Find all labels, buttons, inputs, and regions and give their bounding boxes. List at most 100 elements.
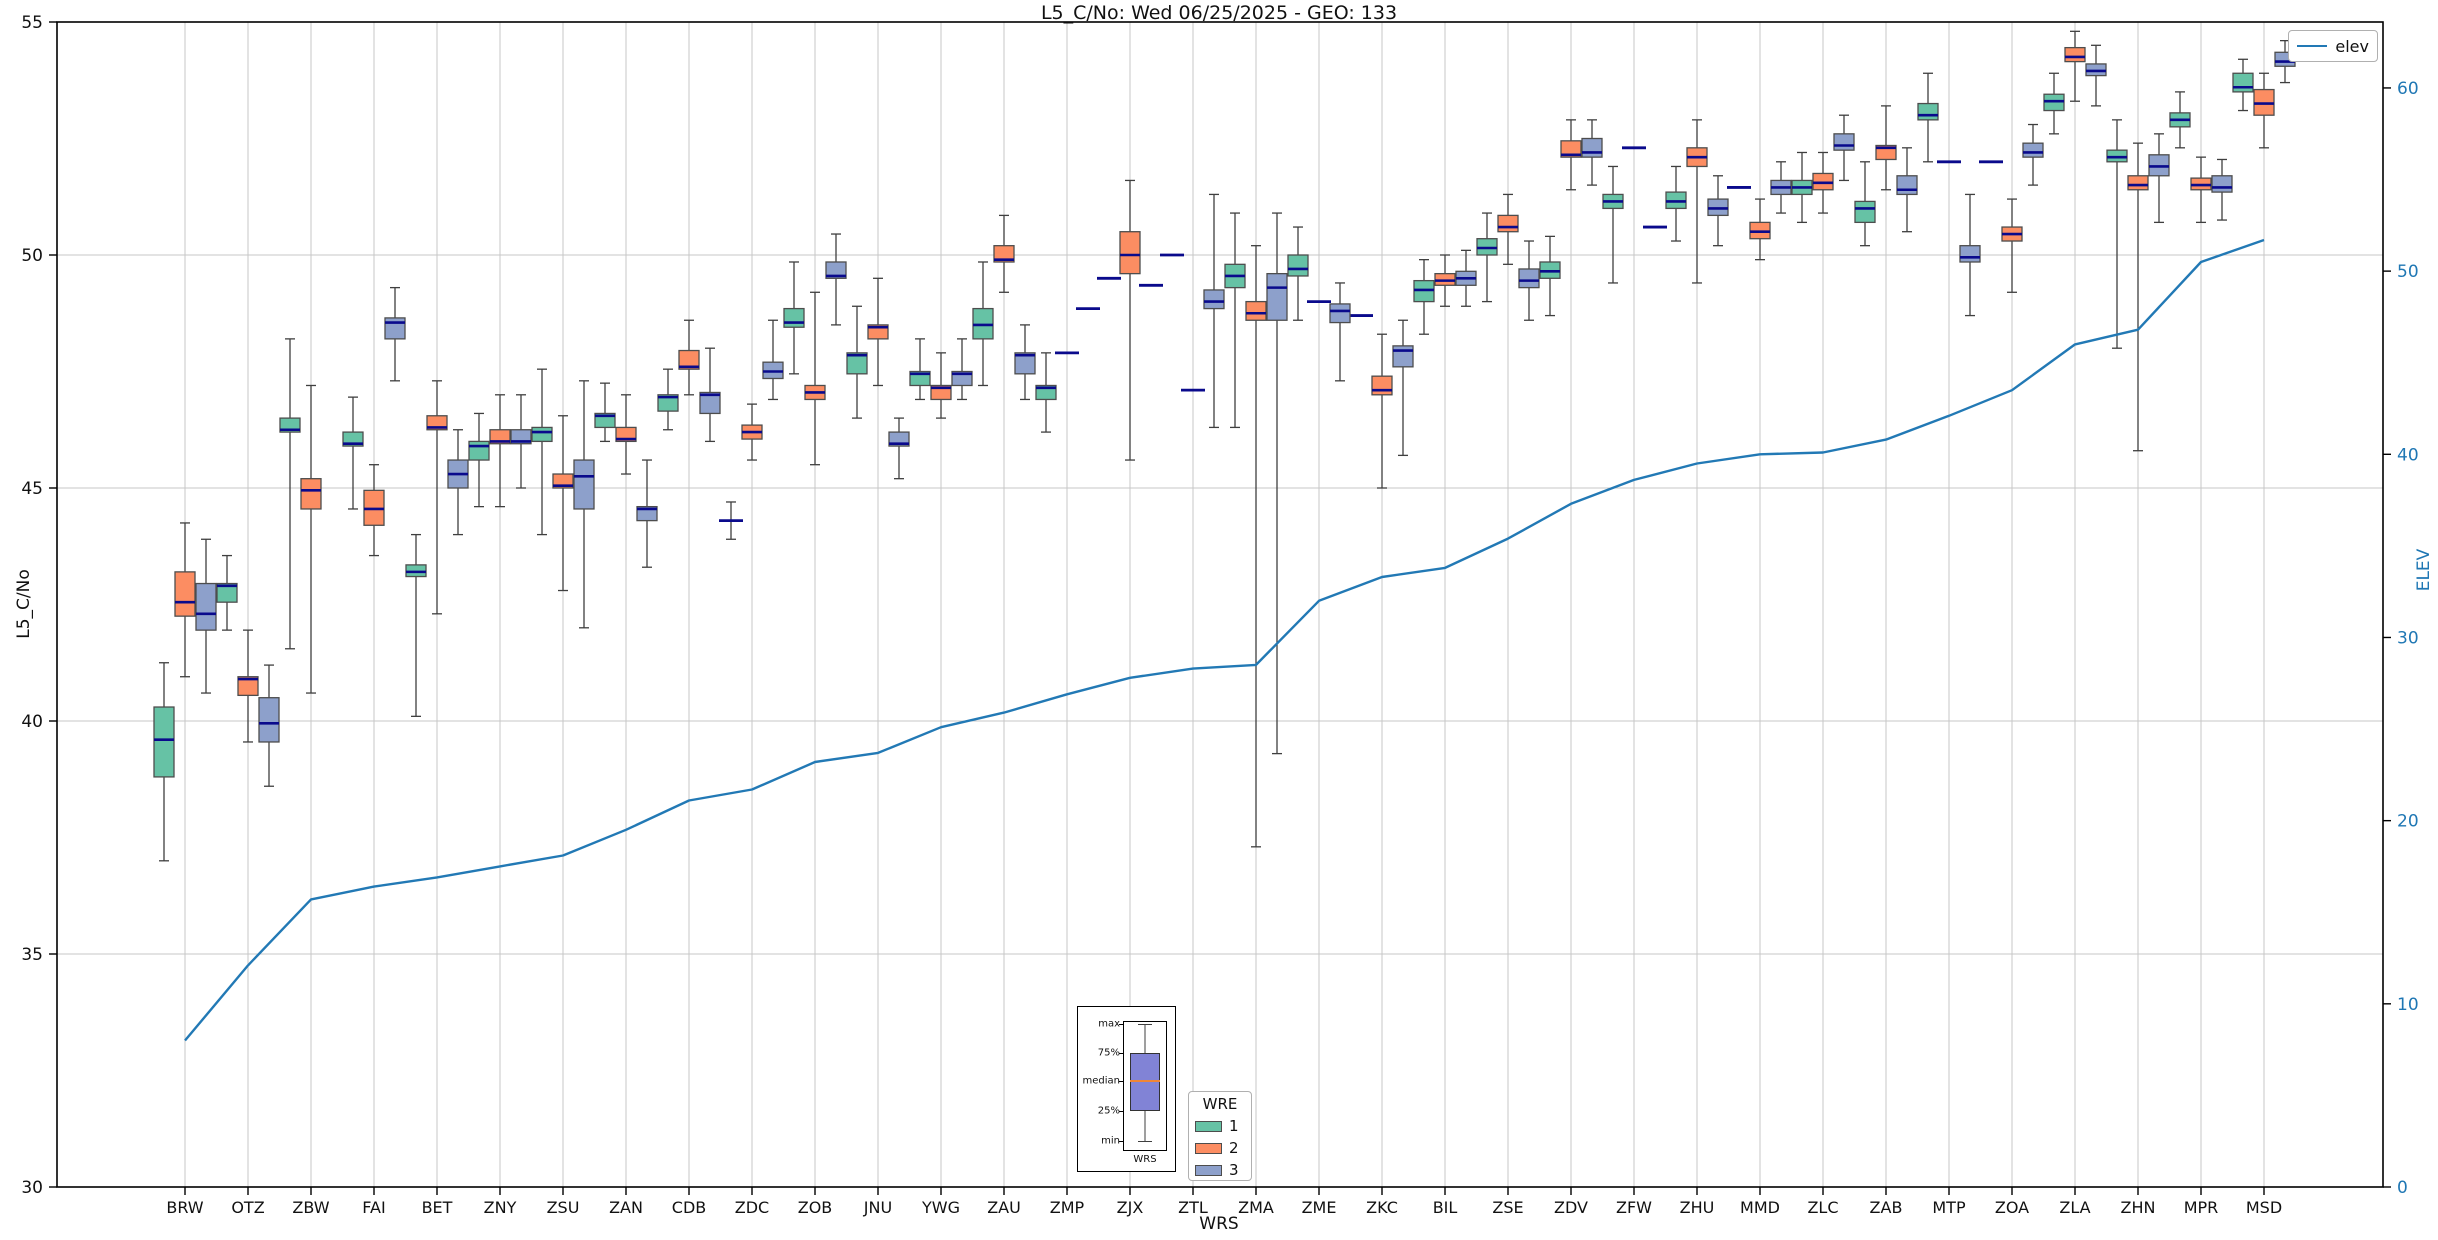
boxplot-ZBW-wre2 [300, 384, 322, 694]
boxplot-ZLA-wre3 [2085, 44, 2107, 107]
x-tick-label: ZSU [547, 1198, 580, 1217]
boxplot-ZLA-wre2 [2064, 30, 2086, 102]
y-tick-label: 40 [21, 712, 43, 732]
y2-tick-label: 30 [2397, 628, 2419, 648]
boxplot-ZLA-wre1 [2043, 72, 2065, 135]
boxplot-ZHU-wre3 [1707, 175, 1729, 247]
boxplot-YWG-wre3 [951, 338, 973, 401]
boxplot-CDB-wre3 [699, 347, 721, 443]
x-tick-label: JNU [863, 1198, 892, 1217]
boxplot-ZFW-wre1 [1602, 165, 1624, 284]
wre-legend-item-3: 3 [1195, 1159, 1245, 1181]
inset-box [1130, 1053, 1160, 1111]
boxplot-ZAU-wre2 [993, 214, 1015, 293]
x-tick-label: MMD [1740, 1198, 1780, 1217]
boxplot-MPR-wre2 [2190, 156, 2212, 224]
boxplot-BRW-wre2 [174, 522, 196, 678]
wre2-swatch-icon [1195, 1142, 1222, 1154]
boxplot-BET-wre3 [447, 429, 469, 536]
x-tick-label: ZKC [1366, 1198, 1398, 1217]
boxplot-YWG-wre2 [930, 352, 952, 419]
boxplot-MPR-wre3 [2211, 158, 2233, 221]
boxplot-OTZ-wre2 [237, 629, 259, 743]
boxplot-BIL-wre2 [1434, 254, 1456, 307]
boxplot-ZAB-wre1 [1854, 161, 1876, 247]
boxplot-ZHN-wre3 [2148, 133, 2170, 224]
boxplot-ZDC-wre2 [741, 403, 763, 461]
y-tick-label: 30 [21, 1178, 43, 1198]
y2-tick-label: 40 [2397, 445, 2419, 465]
y2-tick-label: 20 [2397, 812, 2419, 832]
boxplot-ZNY-wre2 [489, 394, 511, 508]
boxplot-ZTL-wre3 [1203, 193, 1225, 429]
boxplot-ZDC-wre1 [719, 501, 743, 540]
wre-legend-title: WRE [1202, 1095, 1238, 1113]
boxplot-OTZ-wre3 [258, 664, 280, 787]
boxplot-ZME-wre1 [1287, 226, 1309, 321]
secondary-y-axis-label: ELEV [2414, 548, 2434, 592]
boxplot-FAI-wre3 [384, 286, 406, 382]
boxplot-ZOA-wre2 [2001, 198, 2023, 293]
inset-tick-25 [1119, 1111, 1123, 1112]
x-tick-label: CDB [672, 1198, 706, 1217]
boxplot-ZMA-wre2 [1245, 245, 1267, 848]
boxplot-YWG-wre1 [909, 338, 931, 401]
inset-tick-max [1119, 1024, 1123, 1025]
x-tick-label: ZOB [798, 1198, 833, 1217]
boxplot-ZAN-wre1 [594, 382, 616, 443]
inset-label-median: median [1082, 1075, 1121, 1087]
x-tick-label: BIL [1433, 1198, 1458, 1217]
wre-legend-item-1: 1 [1195, 1115, 1245, 1137]
boxplot-MMD-wre3 [1770, 161, 1792, 214]
boxplot-ZSE-wre2 [1497, 193, 1519, 265]
boxplot-ZDC-wre3 [762, 319, 784, 401]
boxplot-ZSE-wre3 [1518, 240, 1540, 321]
x-tick-label: MSD [2246, 1198, 2282, 1217]
x-tick-label: YWG [921, 1198, 960, 1217]
x-tick-label: ZLA [2059, 1198, 2090, 1217]
wre-legend-item-2: 2 [1195, 1137, 1245, 1159]
boxplot-MSD-wre1 [2232, 58, 2254, 112]
x-tick-label: ZME [1302, 1198, 1337, 1217]
x-tick-label: ZMA [1238, 1198, 1274, 1217]
inset-axes [1123, 1021, 1167, 1151]
boxplot-ZHN-wre1 [2106, 119, 2128, 349]
boxplot-ZBW-wre1 [279, 338, 301, 650]
boxplot-BIL-wre3 [1455, 249, 1477, 307]
boxplot-JNU-wre3 [888, 417, 910, 480]
boxplot-ZAN-wre3 [636, 459, 658, 568]
y-tick-label: 55 [21, 13, 43, 33]
boxplot-ZOB-wre2 [804, 291, 826, 466]
boxplot-anatomy-inset: max 75% median 25% min WRS [1077, 1006, 1176, 1172]
boxplot-JNU-wre1 [846, 305, 868, 419]
boxplot-ZME-wre3 [1329, 282, 1351, 382]
x-tick-label: ZNY [484, 1198, 517, 1217]
x-tick-label: ZFW [1616, 1198, 1652, 1217]
boxplot-ZKC-wre3 [1392, 319, 1414, 457]
x-tick-label: OTZ [231, 1198, 264, 1217]
x-tick-label: FAI [362, 1198, 385, 1217]
inset-tick-75 [1119, 1053, 1123, 1054]
y-tick-label: 50 [21, 246, 43, 266]
wre1-label: 1 [1229, 1117, 1239, 1135]
axes-frame [56, 21, 2384, 1188]
y2-tick-label: 10 [2397, 995, 2419, 1015]
boxplot-MMD-wre2 [1749, 198, 1771, 261]
inset-min-cap [1138, 1141, 1152, 1142]
x-tick-label: ZAB [1870, 1198, 1903, 1217]
boxplot-ZHN-wre2 [2127, 142, 2149, 452]
boxplot-FAI-wre1 [342, 396, 364, 510]
boxplot-ZOB-wre1 [783, 261, 805, 375]
inset-tick-min [1119, 1141, 1123, 1142]
boxplot-JNU-wre2 [867, 277, 889, 387]
x-tick-label: ZSE [1492, 1198, 1523, 1217]
boxplot-OTZ-wre1 [216, 554, 238, 631]
y-tick-label: 45 [21, 479, 43, 499]
y-tick-label: 35 [21, 945, 43, 965]
inset-lower-whisker [1144, 1111, 1146, 1141]
boxplot-CDB-wre2 [678, 319, 700, 396]
boxplot-BET-wre1 [405, 533, 427, 717]
elev-line [184, 238, 2265, 1042]
